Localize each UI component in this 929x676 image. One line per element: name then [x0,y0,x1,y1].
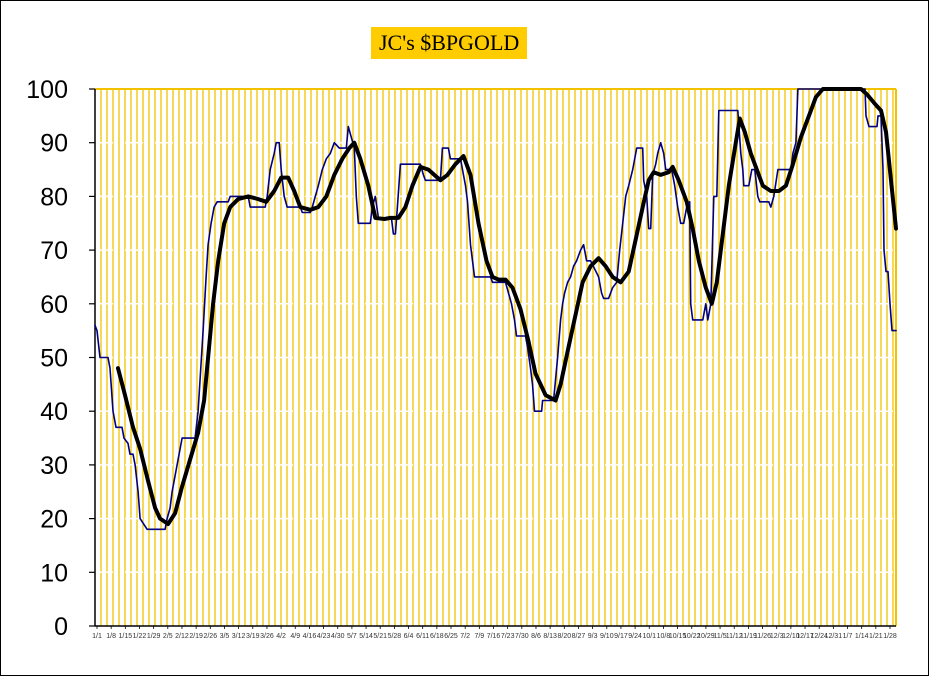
x-tick-label: 1/8 [106,633,116,640]
x-tick-label: 12/17 [796,633,814,640]
x-tick-label: 5/21 [373,633,387,640]
y-tick-label: 30 [40,452,68,480]
x-tick-label: 9/3 [588,633,598,640]
x-tick-label: 5/14 [359,633,373,640]
x-axis-ticks: 1/1 1/8 1/15 1/22 1/29 2/5 2/12 2/19 2/26 3/5 3/12… [92,626,897,640]
x-tick-label: 9/10 [600,633,614,640]
x-tick-label: 3/19 [246,633,260,640]
x-tick-label: 7/23 [501,633,515,640]
x-tick-label: 10/29 [697,633,715,640]
x-tick-label: 11/12 [726,633,743,640]
x-tick-label: 7/30 [515,633,529,640]
x-tick-label: 4/30 [331,633,345,640]
series-line [94,88,897,531]
x-tick-label: 6/4 [404,633,414,640]
x-tick-label: 1/15 [119,633,133,640]
x-tick-label: 9/17 [614,633,628,640]
x-tick-label: 10/15 [669,633,687,640]
y-tick-label: 60 [40,291,68,319]
x-tick-label: 10/8 [657,633,671,640]
smoothed-series-line [116,87,898,526]
x-tick-label: 3/12 [232,633,246,640]
x-tick-label: 11/5 [714,633,727,640]
x-tick-label: 4/2 [276,633,286,640]
y-tick-label: 70 [40,237,68,265]
x-tick-label: 1/14 [855,633,869,640]
y-tick-label: 0 [54,613,68,641]
x-tick-label: 12/3 [770,633,784,640]
y-tick-label: 10 [40,559,68,587]
x-tick-label: 12/24 [810,633,828,640]
x-tick-label: 2/5 [163,633,173,640]
series [94,87,898,531]
x-tick-label: 6/11 [416,633,429,640]
x-tick-label: 1/7 [843,633,853,640]
x-tick-label: 12/31 [825,633,843,640]
chart-title: JC's $BPGOLD [371,27,528,59]
x-tick-label: 9/24 [628,633,642,640]
x-tick-label: 7/9 [474,633,484,640]
x-tick-label: 1/28 [883,633,897,640]
x-tick-label: 3/26 [260,633,274,640]
x-tick-label: 8/6 [531,633,541,640]
x-tick-label: 2/12 [175,633,189,640]
y-axis-ticks: 0 10 20 30 40 50 60 70 80 90 100 [26,76,95,641]
x-tick-label: 4/23 [317,633,331,640]
y-tick-label: 90 [40,130,68,158]
grid [95,89,896,626]
y-tick-label: 80 [40,183,68,211]
x-tick-label: 4/16 [303,633,317,640]
x-tick-label: 1/21 [869,633,883,640]
x-tick-label: 8/20 [557,633,571,640]
x-tick-label: 4/9 [290,633,300,640]
x-tick-label: 10/22 [683,633,701,640]
x-tick-label: 8/13 [543,633,557,640]
x-tick-label: 6/25 [444,633,458,640]
x-tick-label: 7/2 [460,633,470,640]
x-tick-label: 1/1 [92,633,102,640]
x-tick-label: 6/18 [430,633,444,640]
y-tick-label: 20 [40,506,68,534]
x-tick-label: 5/28 [388,633,402,640]
y-tick-label: 50 [40,345,68,373]
x-tick-label: 1/29 [147,633,161,640]
x-tick-label: 12/10 [782,633,800,640]
x-tick-label: 5/7 [347,633,357,640]
x-tick-label: 3/5 [220,633,230,640]
x-tick-label: 10/1 [642,633,656,640]
x-tick-label: 11/19 [740,633,757,640]
x-tick-label: 11/26 [754,633,771,640]
x-tick-label: 1/22 [133,633,147,640]
y-tick-label: 100 [26,76,68,104]
x-tick-label: 7/16 [487,633,501,640]
x-tick-label: 2/26 [203,633,217,640]
x-tick-label: 8/27 [572,633,586,640]
x-tick-label: 2/19 [189,633,203,640]
y-tick-label: 40 [40,398,68,426]
